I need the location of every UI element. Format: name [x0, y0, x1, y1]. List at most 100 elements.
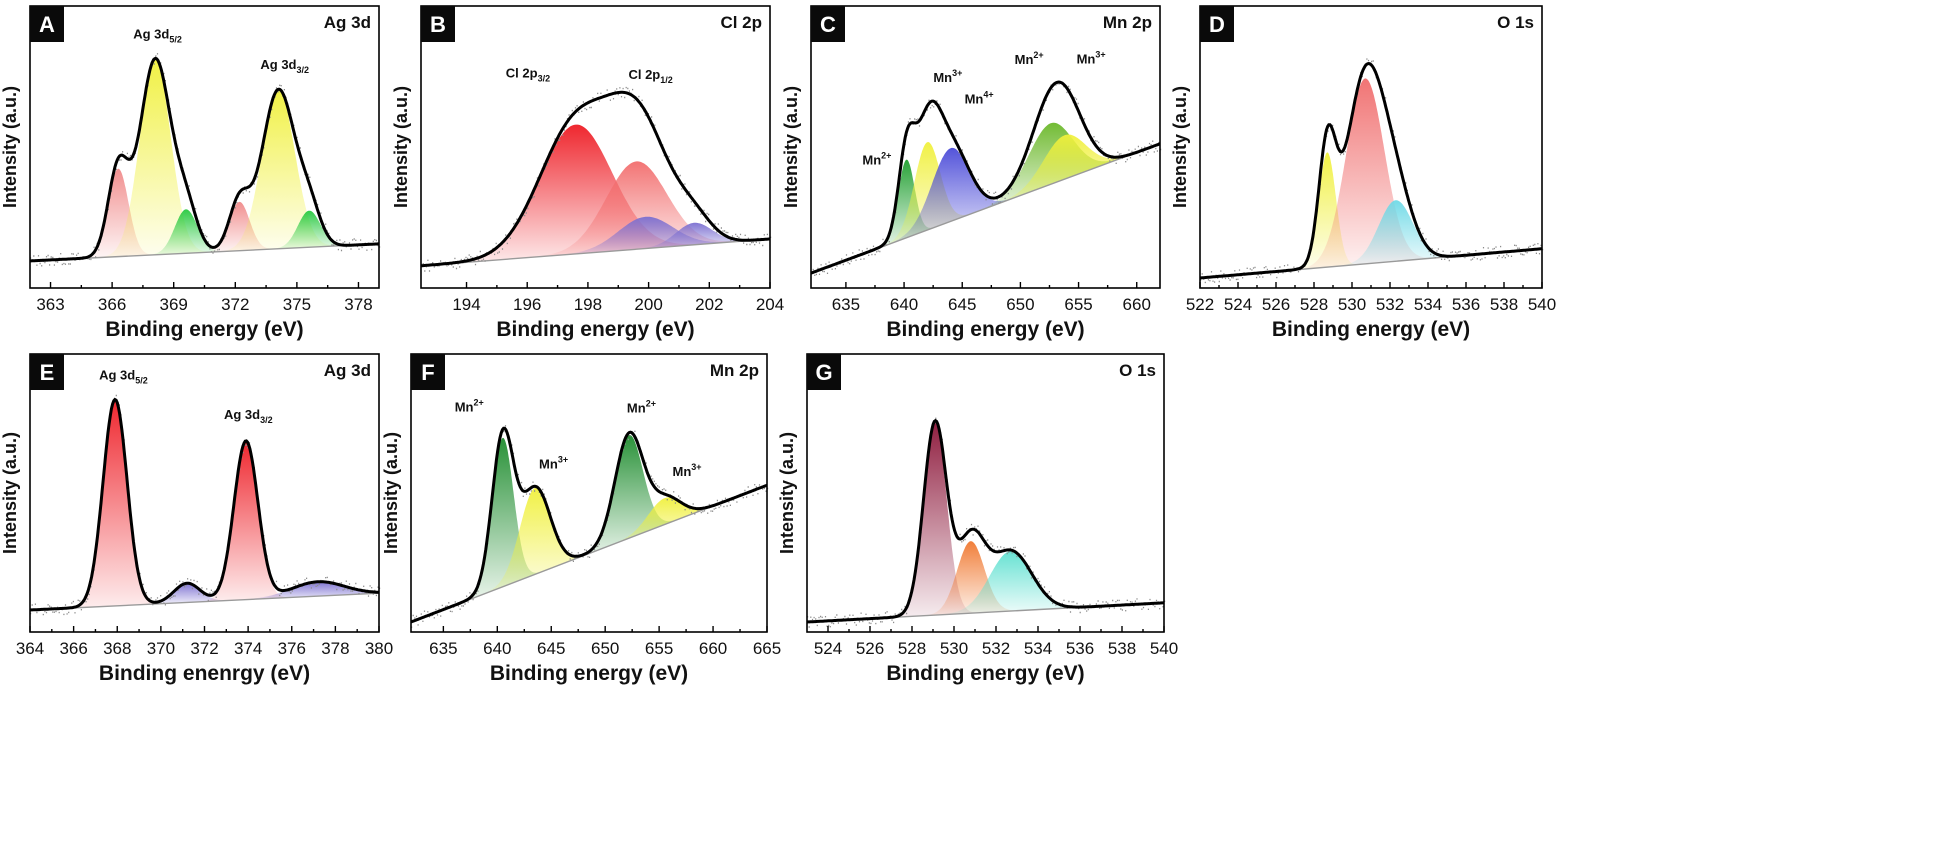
- peak-a-2: [140, 209, 232, 256]
- x-tick-label: 660: [1123, 295, 1151, 314]
- x-tick-label: 534: [1024, 639, 1052, 658]
- panel-a: 363 366 369 372 375 378 Binding energy (eV) Int…: [0, 5, 381, 341]
- peak-label: Mn4+: [965, 89, 994, 106]
- x-tick-label: 202: [695, 295, 723, 314]
- peak-label-superscript: 3+: [691, 462, 701, 472]
- x-tick-label: 368: [103, 639, 131, 658]
- peak-label: Cl 2p1/2: [628, 67, 672, 85]
- raw-data-points: [811, 81, 1162, 276]
- peak-label-subscript: 5/2: [169, 34, 182, 44]
- panel-c: 635 640 645 650 655 660 Binding energy (eV) Int…: [781, 5, 1162, 341]
- x-tick-label: 640: [483, 639, 511, 658]
- y-axis-label: Intensity (a.u.): [0, 86, 20, 208]
- peak-label-text: Mn: [539, 456, 558, 471]
- axes-frame: [810, 5, 1161, 289]
- peak-label-superscript: 3+: [558, 454, 568, 464]
- peak-label: Mn2+: [627, 399, 656, 416]
- x-tick-label: 204: [756, 295, 784, 314]
- x-tick-label: 378: [344, 295, 372, 314]
- x-tick-label: 372: [221, 295, 249, 314]
- peak-g-2: [926, 551, 1095, 616]
- peak-a-0: [77, 168, 160, 259]
- panel-letter-box: [30, 6, 64, 42]
- peak-label-text: Mn: [455, 399, 474, 414]
- x-axis-label: Binding energy (eV): [886, 318, 1084, 341]
- x-tick-label: 378: [321, 639, 349, 658]
- x-tick-label: 524: [1224, 295, 1252, 314]
- peak-label-text: Mn: [862, 152, 881, 167]
- peak-label: Mn3+: [673, 462, 702, 479]
- peak-label-text: Ag 3d: [99, 368, 135, 383]
- x-tick-label: 665: [753, 639, 781, 658]
- peak-b-2: [536, 216, 755, 257]
- x-tick-label: 198: [574, 295, 602, 314]
- x-tick-label: 538: [1490, 295, 1518, 314]
- x-tick-label: 366: [98, 295, 126, 314]
- panel-letter-box: [811, 6, 845, 42]
- x-tick-label: 536: [1066, 639, 1094, 658]
- envelope-fit: [806, 418, 1165, 624]
- panel-letter-box: [1200, 6, 1234, 42]
- peak-c-4: [980, 134, 1149, 211]
- axes-frame: [410, 353, 768, 633]
- x-axis-label: Binding energy (eV): [105, 318, 303, 341]
- y-axis-label: Intensity (a.u.): [781, 86, 801, 208]
- axes-frame: [420, 5, 771, 289]
- peak-label: Cl 2p3/2: [506, 65, 550, 83]
- peak-label: Mn2+: [455, 397, 484, 414]
- x-tick-label: 372: [190, 639, 218, 658]
- x-tick-label: 532: [982, 639, 1010, 658]
- x-tick-label: 374: [234, 639, 262, 658]
- peak-label-text: Mn: [933, 70, 952, 85]
- peak-label-superscript: 2+: [1033, 50, 1043, 60]
- peak-c-1: [876, 142, 979, 249]
- panel-letter: F: [421, 360, 434, 385]
- envelope-fit: [420, 90, 771, 268]
- peak-a-4: [212, 90, 345, 252]
- peak-label: Mn2+: [1015, 50, 1044, 67]
- peak-b-0: [430, 124, 722, 266]
- x-tick-label: 645: [537, 639, 565, 658]
- peak-label: Mn2+: [862, 150, 891, 167]
- peak-label-text: Mn: [627, 401, 646, 416]
- axes-frame: [806, 353, 1165, 633]
- peak-label-superscript: 4+: [983, 89, 993, 99]
- y-axis-label: Intensity (a.u.): [381, 432, 401, 554]
- panel-e: 364 366 368 370 372 374 376 378 380 Binding enenr…: [0, 353, 393, 685]
- panel-letter: G: [815, 360, 832, 385]
- peak-label-subscript: 5/2: [135, 376, 148, 386]
- x-tick-label: 196: [513, 295, 541, 314]
- peak-label-text: Mn: [965, 91, 984, 106]
- peak-a-5: [264, 210, 355, 250]
- element-label: O 1s: [1497, 13, 1534, 32]
- peak-label-text: Ag 3d: [224, 407, 260, 422]
- panel-d: 522 524 526 528 530 532 534 536 538 540 Binding en…: [1170, 5, 1556, 341]
- x-tick-label: 200: [634, 295, 662, 314]
- background-line: [29, 592, 380, 611]
- x-tick-label: 650: [1006, 295, 1034, 314]
- peak-label-superscript: 3+: [1095, 49, 1105, 59]
- x-tick-label: 366: [59, 639, 87, 658]
- x-tick-label: 635: [429, 639, 457, 658]
- element-label: Cl 2p: [720, 13, 762, 32]
- x-tick-label: 650: [591, 639, 619, 658]
- x-axis-label: Binding energy (eV): [496, 318, 694, 341]
- x-tick-label: 363: [36, 295, 64, 314]
- peak-label: Ag 3d5/2: [99, 368, 148, 386]
- x-tick-label: 540: [1528, 295, 1556, 314]
- element-label: Mn 2p: [710, 361, 759, 380]
- panel-b: 194 196 198 200 202 204 Binding energy (eV) Int…: [391, 5, 784, 341]
- x-tick-label: 526: [1262, 295, 1290, 314]
- x-tick-label: 369: [160, 295, 188, 314]
- envelope-fit: [29, 397, 380, 612]
- y-axis-label: Intensity (a.u.): [777, 432, 797, 554]
- x-tick-label: 194: [452, 295, 480, 314]
- x-axis-label: Binding energy (eV): [1272, 318, 1470, 341]
- peak-label-text: Mn: [673, 464, 692, 479]
- background-line: [420, 238, 771, 267]
- envelope-fit: [810, 80, 1161, 275]
- peak-e-0: [67, 399, 164, 609]
- peak-label-subscript: 3/2: [297, 65, 310, 75]
- x-tick-label: 530: [940, 639, 968, 658]
